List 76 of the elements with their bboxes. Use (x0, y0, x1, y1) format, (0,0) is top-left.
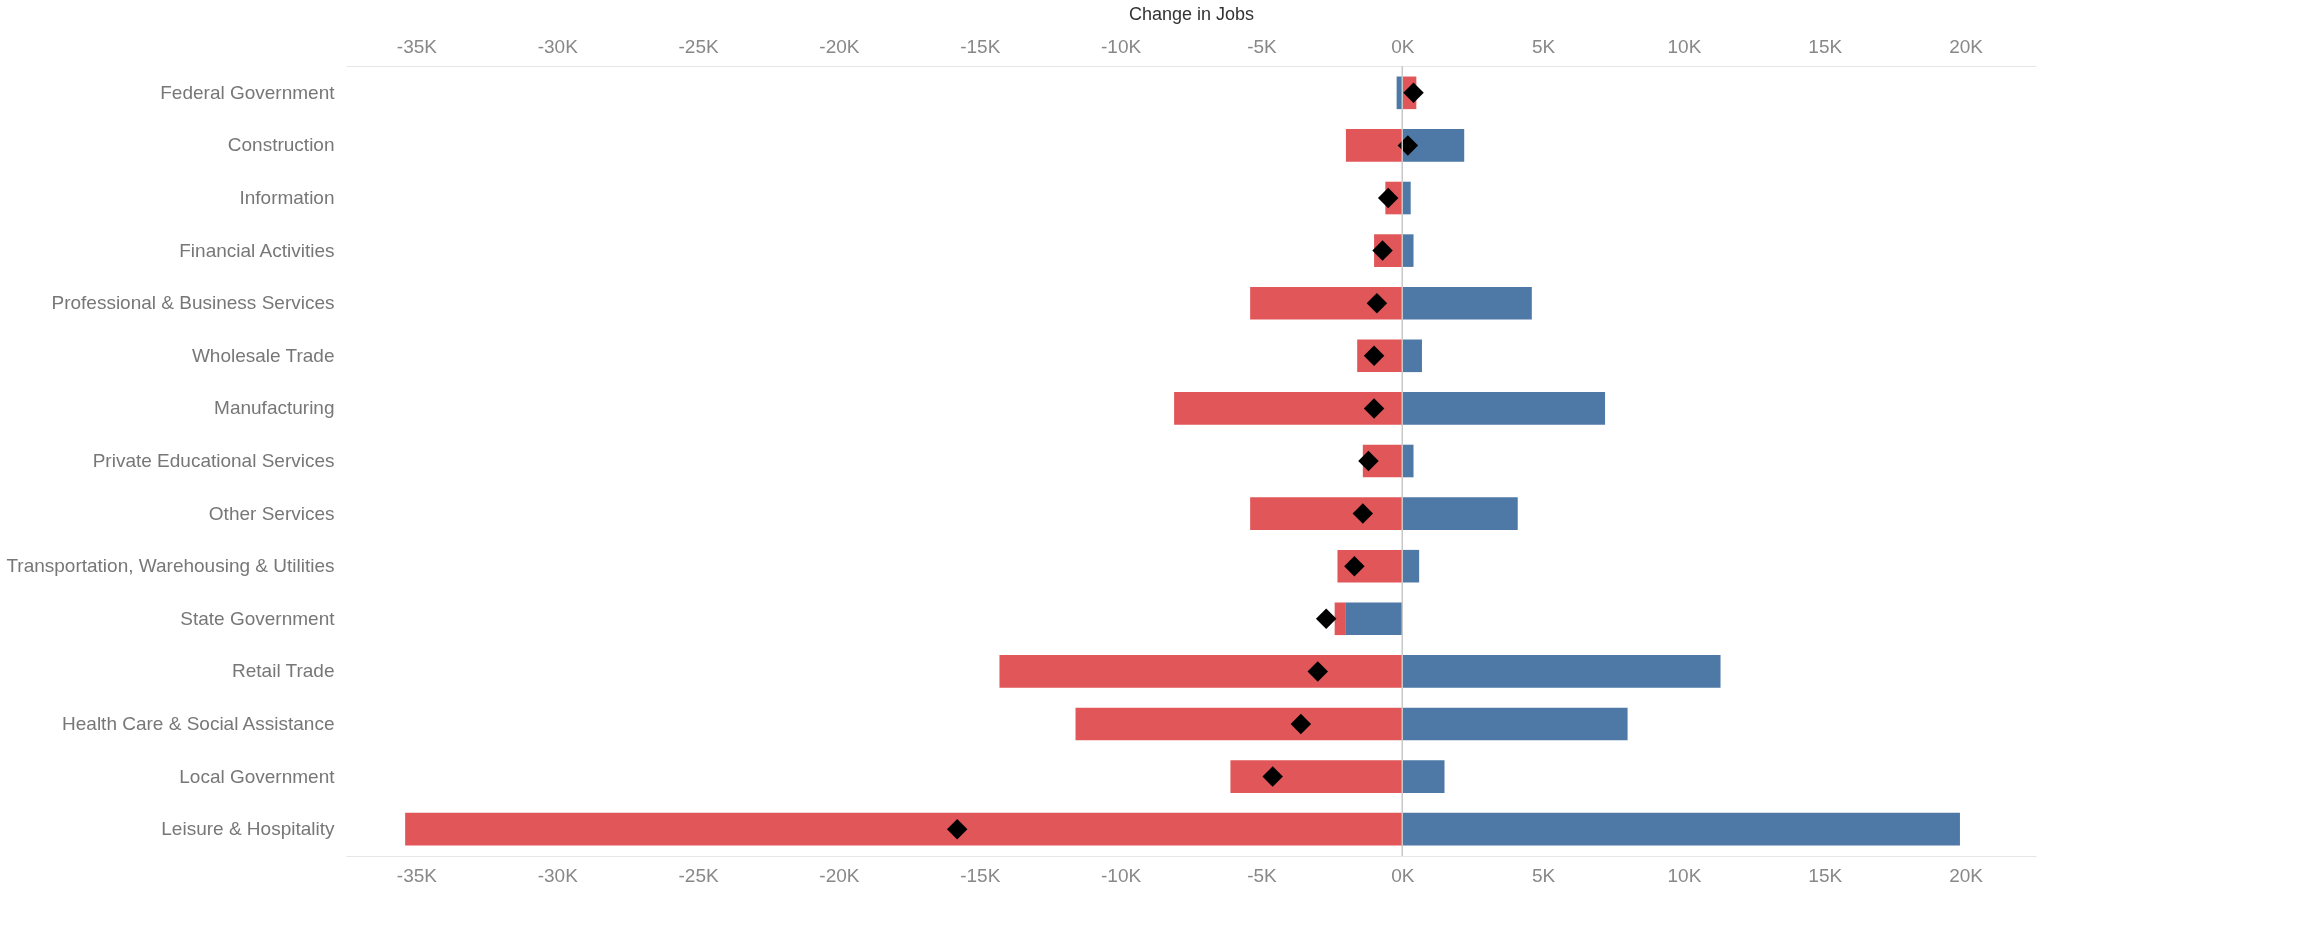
bar (999, 655, 1403, 688)
bar (1402, 760, 1445, 793)
x2-tick-label: -5K (1247, 35, 1278, 57)
bar (1345, 129, 1403, 162)
y-tick-label: Manufacturing (214, 397, 335, 419)
bar (1402, 339, 1422, 373)
bar (405, 812, 1403, 846)
point (1315, 608, 1337, 630)
point (1307, 661, 1328, 682)
x2-tick-label: -15K (960, 35, 1001, 57)
x-tick-label: -30K (537, 864, 579, 886)
x-tick-label: 5K (1531, 864, 1556, 886)
y-tick-label: Professional & Business Services (51, 292, 335, 314)
bar (1250, 286, 1403, 320)
point (1403, 82, 1424, 104)
x2-axis-title: Change in Jobs (1128, 3, 1255, 24)
y-tick-label: Transportation, Warehousing & Utilities (6, 555, 335, 577)
y-tick-label: Information (239, 187, 335, 209)
bar (1174, 392, 1403, 425)
bar (1337, 549, 1403, 583)
bar (1402, 497, 1518, 530)
x-tick-label: -20K (819, 864, 860, 886)
bar (1402, 812, 1960, 846)
point (1363, 398, 1385, 419)
y-tick-label: Private Educational Services (92, 450, 335, 471)
x2-tick-label: 10K (1667, 35, 1702, 57)
y-tick-label: Federal Government (160, 81, 336, 103)
point (1397, 135, 1419, 156)
bar (1402, 549, 1420, 583)
x2-tick-label: 5K (1531, 35, 1556, 57)
x-tick-label: 0K (1391, 864, 1415, 886)
bar (1075, 707, 1403, 741)
point (1262, 766, 1283, 787)
x-tick-label: 15K (1808, 864, 1843, 886)
x-tick-label: -15K (960, 864, 1001, 886)
x2-tick-label: -25K (678, 35, 719, 57)
y-tick-label: Health Care & Social Assistance (62, 712, 335, 734)
bar (1345, 602, 1403, 636)
x2-tick-label: -30K (537, 35, 579, 57)
x-tick-label: 10K (1667, 864, 1702, 886)
y-tick-label: Financial Activities (179, 239, 335, 261)
x-tick-label: -35K (396, 864, 438, 886)
x-tick-label: -25K (678, 864, 719, 886)
bar (1402, 286, 1532, 320)
point (946, 818, 968, 840)
bar (1250, 497, 1403, 530)
y-tick-label: Construction (227, 134, 335, 156)
bar (1402, 234, 1414, 267)
x2-tick-label: 15K (1808, 35, 1843, 57)
point (1344, 555, 1365, 577)
bar (1402, 707, 1628, 741)
x2-tick-label: -10K (1101, 35, 1142, 57)
y-tick-label: Retail Trade (232, 660, 335, 682)
x2-tick-label: 0K (1391, 35, 1415, 57)
y-tick-label: Wholesale Trade (191, 344, 335, 366)
bar (1334, 602, 1346, 636)
point (1358, 450, 1379, 472)
x2-tick-label: -35K (396, 35, 438, 57)
y-tick-label: Leisure & Hospitality (161, 818, 335, 840)
y-tick-label: Other Services (208, 502, 335, 524)
bar (1402, 129, 1465, 162)
x2-tick-label: -20K (819, 35, 860, 57)
y-tick-label: Local Government (179, 765, 336, 787)
x-tick-label: 20K (1949, 864, 1984, 886)
bar (1402, 392, 1606, 425)
x2-tick-label: 20K (1949, 35, 1984, 57)
x-tick-label: -5K (1247, 864, 1278, 886)
point (1290, 713, 1312, 735)
point (1352, 503, 1374, 524)
bar (1230, 760, 1403, 793)
bar (1402, 444, 1414, 478)
bar (1402, 655, 1721, 688)
point (1366, 292, 1388, 314)
x-tick-label: -10K (1101, 864, 1142, 886)
point (1377, 187, 1399, 209)
y-tick-label: State Government (180, 607, 336, 629)
